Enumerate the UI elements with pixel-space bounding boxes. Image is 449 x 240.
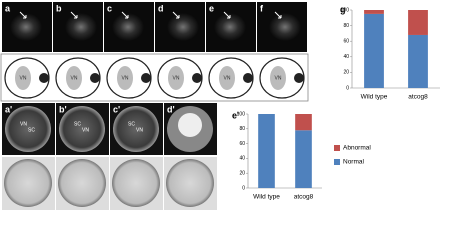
sperm-cells — [192, 73, 202, 83]
panel-label: g — [340, 4, 346, 14]
annotation: VN — [20, 121, 27, 127]
sperm-cells — [141, 73, 151, 83]
y-tick-label: 100 — [341, 7, 350, 13]
y-tick-label: 20 — [239, 171, 245, 177]
annotation: SC — [74, 121, 81, 127]
x-tick-label: atcog8 — [408, 94, 428, 101]
y-tick-label: 40 — [343, 54, 349, 60]
diagram-label: VN — [173, 75, 180, 81]
arrow — [70, 11, 78, 19]
x-tick-label: Wild type — [253, 194, 280, 201]
diagram-label: VN — [122, 75, 129, 81]
x-tick-label: Wild type — [361, 94, 388, 101]
diagram-frame — [0, 53, 309, 102]
legend-label: Abnormal — [343, 145, 371, 152]
y-tick-label: 100 — [237, 111, 246, 117]
legend-swatch — [334, 159, 340, 165]
annotation: SC — [128, 121, 135, 127]
pollen — [58, 159, 106, 207]
y-tick-label: 60 — [343, 39, 349, 45]
arrow — [274, 11, 282, 19]
signal — [269, 13, 301, 41]
vegetative-nucleus — [15, 66, 31, 90]
sperm-cells — [294, 73, 304, 83]
y-tick-label: 60 — [239, 141, 245, 147]
annotation: VN — [82, 127, 89, 133]
vegetative-nucleus — [66, 66, 82, 90]
vegetative-nucleus — [219, 66, 235, 90]
diagram-label: VN — [20, 75, 27, 81]
legend-swatch — [334, 145, 340, 151]
arrow — [223, 11, 231, 19]
panel-label: b' — [59, 104, 67, 114]
signal — [167, 13, 199, 41]
sperm-cells — [243, 73, 253, 83]
y-tick-label: 80 — [343, 23, 349, 29]
bar-segment — [295, 130, 312, 188]
y-tick-label: 0 — [346, 85, 349, 91]
bar-segment — [408, 34, 428, 88]
arrow — [172, 11, 180, 19]
panel-label: a — [5, 3, 11, 13]
pollen — [4, 159, 52, 207]
diagram-label: VN — [275, 75, 282, 81]
panel-label: c — [107, 3, 112, 13]
pollen — [59, 106, 105, 152]
y-tick-label: 80 — [239, 126, 245, 132]
bar-segment — [258, 114, 275, 188]
y-tick-label: 0 — [242, 185, 245, 191]
signal — [65, 13, 97, 41]
x-tick-label: atcog8 — [294, 194, 314, 201]
panel-label: a' — [5, 104, 12, 114]
bar-segment — [408, 10, 428, 35]
legend-label: Normal — [343, 159, 365, 166]
bar-segment — [364, 10, 384, 14]
pollen — [166, 159, 214, 207]
sperm-cells — [39, 73, 49, 83]
layer: aVNbVNcVNdVNeVNfVNa'VNSCb'SCVNc'SCVNd'g0… — [0, 2, 440, 210]
signal — [178, 113, 202, 137]
bar-segment — [364, 13, 384, 88]
pollen — [112, 159, 160, 207]
annotation: SC — [28, 127, 35, 133]
pollen — [113, 106, 159, 152]
panel-label: c' — [113, 104, 120, 114]
bar-segment — [295, 114, 312, 131]
diagram-label: VN — [224, 75, 231, 81]
panel-label: f — [260, 3, 264, 13]
signal — [214, 13, 246, 41]
vegetative-nucleus — [117, 66, 133, 90]
y-tick-label: 40 — [239, 156, 245, 162]
signal — [112, 13, 144, 41]
panel-label: d' — [167, 104, 175, 114]
panel-label: e' — [232, 110, 239, 120]
arrow — [121, 11, 129, 19]
vegetative-nucleus — [270, 66, 286, 90]
diagram-label: VN — [71, 75, 78, 81]
signal — [10, 13, 42, 41]
panel-label: d — [158, 3, 164, 13]
annotation: VN — [136, 127, 143, 133]
arrow — [19, 11, 27, 19]
vegetative-nucleus — [168, 66, 184, 90]
figure: aVNbVNcVNdVNeVNfVNa'VNSCb'SCVNc'SCVNd'g0… — [0, 2, 440, 210]
y-tick-label: 20 — [343, 70, 349, 76]
pollen — [5, 106, 51, 152]
sperm-cells — [90, 73, 100, 83]
panel-label: e — [209, 3, 214, 13]
panel-label: b — [56, 3, 62, 13]
